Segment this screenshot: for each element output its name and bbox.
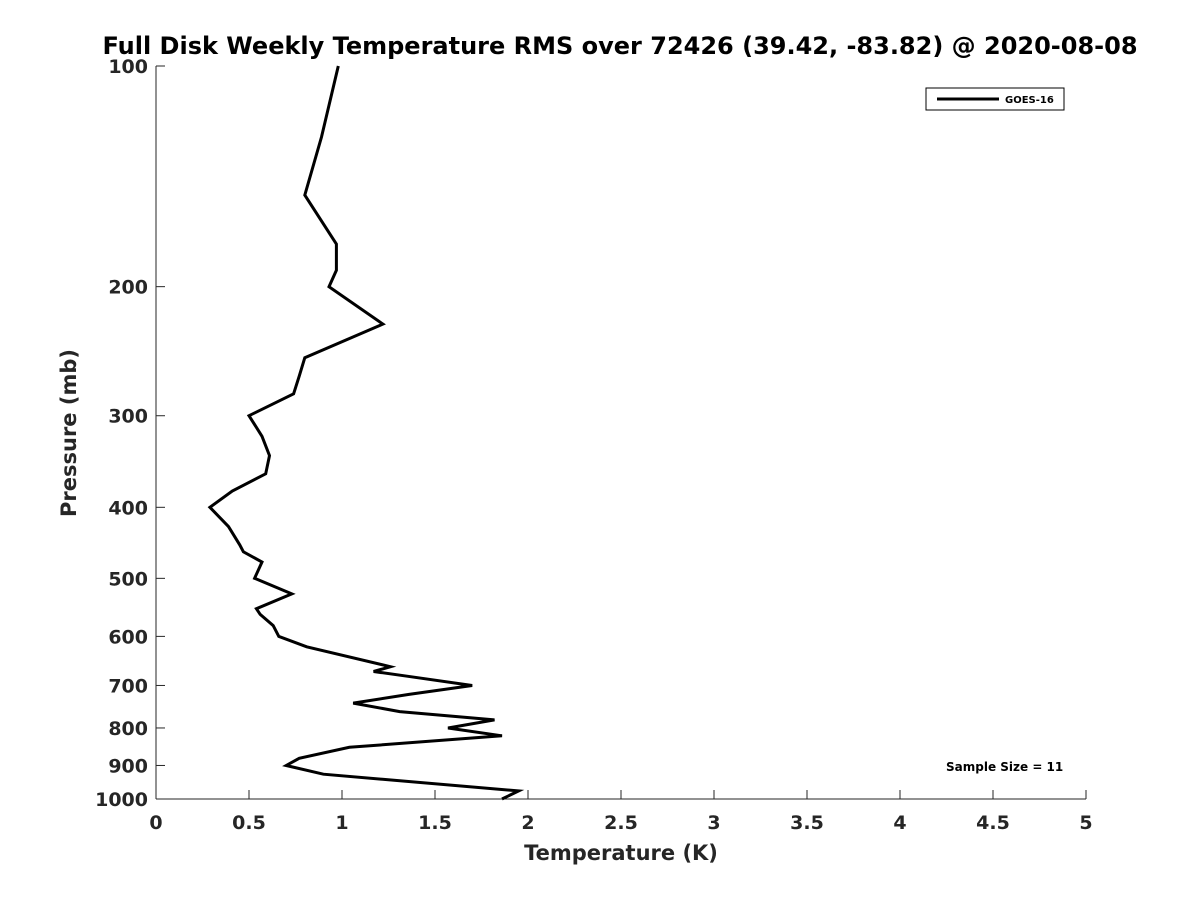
sample-size-annotation: Sample Size = 11	[946, 760, 1063, 774]
y-tick-label: 900	[108, 755, 148, 777]
x-tick-label: 0	[149, 812, 162, 834]
y-tick-label: 700	[108, 675, 148, 697]
y-tick-label: 500	[108, 568, 148, 590]
x-axis-ticks: 0 0.5 1 1.5 2 2.5 3 3.5 4 4.5 5	[149, 790, 1093, 834]
y-tick-label: 600	[108, 626, 148, 648]
x-tick-label: 2.5	[604, 812, 638, 834]
legend: GOES-16	[925, 87, 1065, 111]
x-tick-label: 5	[1079, 812, 1092, 834]
x-tick-label: 4.5	[976, 812, 1010, 834]
x-tick-label: 4	[893, 812, 906, 834]
legend-label: GOES-16	[1005, 95, 1054, 106]
chart-title: Full Disk Weekly Temperature RMS over 72…	[102, 32, 1137, 60]
y-tick-label: 1000	[95, 789, 148, 811]
x-tick-label: 1.5	[418, 812, 452, 834]
y-tick-label: 300	[108, 406, 148, 428]
x-tick-label: 1	[335, 812, 348, 834]
y-tick-label: 100	[108, 56, 148, 78]
x-tick-label: 3	[707, 812, 720, 834]
x-tick-label: 3.5	[790, 812, 824, 834]
x-tick-label: 2	[521, 812, 534, 834]
y-axis-ticks: 100 200 300 400 500 600 700 800 900 1000	[95, 56, 165, 811]
x-axis-label: Temperature (K)	[524, 841, 718, 865]
x-tick-label: 0.5	[232, 812, 266, 834]
y-tick-label: 400	[108, 497, 148, 519]
series-line-goes-16	[207, 65, 525, 801]
y-tick-label: 800	[108, 718, 148, 740]
series-group	[207, 65, 525, 801]
y-tick-label: 200	[108, 277, 148, 299]
y-axis-label: Pressure (mb)	[57, 349, 81, 517]
